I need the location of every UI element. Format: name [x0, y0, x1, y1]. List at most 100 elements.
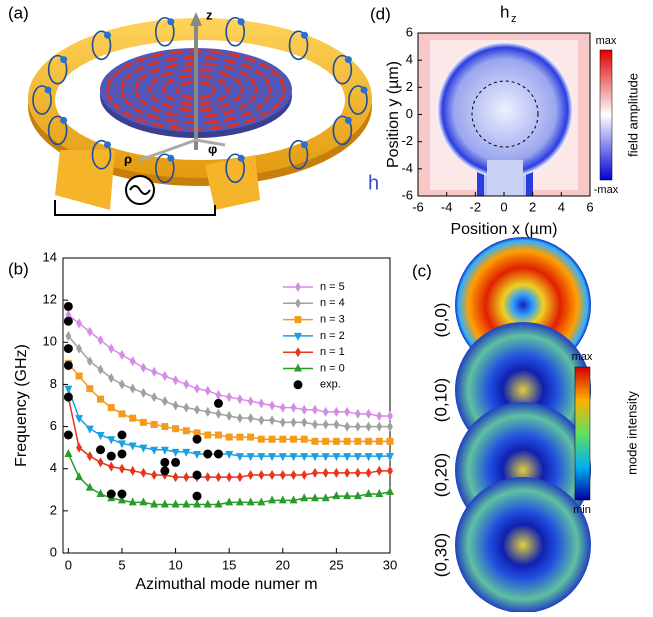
- data-point: [376, 466, 382, 476]
- figure: (a) z ρ φ h (c) (0,0) (0,10) (0,20) (0,3…: [0, 0, 653, 612]
- illustration: [28, 12, 372, 215]
- x-tick-label: -6: [412, 199, 424, 214]
- data-point: [258, 415, 264, 425]
- data-point: [311, 453, 319, 461]
- data-point: [194, 405, 200, 415]
- data-point: [194, 384, 200, 394]
- data-point: [214, 399, 223, 408]
- data-point: [183, 403, 189, 413]
- data-point: [333, 419, 339, 429]
- mode-label: (0,10): [431, 378, 450, 422]
- y-tick-label: 4: [406, 52, 413, 67]
- data-point: [312, 405, 318, 415]
- axis-label: ρ: [124, 151, 132, 166]
- series-line: [68, 363, 390, 441]
- data-point: [312, 419, 318, 429]
- spin: [136, 83, 138, 87]
- data-point: [140, 388, 146, 398]
- legend-marker: [294, 380, 303, 389]
- data-point: [375, 453, 383, 461]
- data-point: [258, 436, 265, 443]
- chart-title-sub: z: [511, 13, 517, 25]
- data-point: [257, 453, 265, 461]
- field-loop-head: [104, 32, 111, 39]
- spin: [122, 83, 123, 87]
- spin: [109, 79, 111, 83]
- legend-label: n = 5: [320, 281, 345, 293]
- data-point: [279, 453, 287, 461]
- data-point: [355, 409, 361, 419]
- x-tick-label: 5: [118, 557, 125, 572]
- field-loop-head: [345, 117, 352, 124]
- legend-marker: [294, 333, 302, 341]
- data-point: [322, 438, 329, 445]
- spin: [206, 121, 216, 122]
- legend-label: n = 4: [320, 297, 345, 309]
- data-point: [280, 417, 286, 427]
- field-label: h: [368, 172, 379, 194]
- legend-label: exp.: [320, 379, 341, 391]
- mode-label: (0,30): [431, 533, 450, 577]
- panel-label: (d): [370, 4, 391, 23]
- data-point: [269, 415, 275, 425]
- y-tick-label: 6: [406, 24, 413, 39]
- x-axis-title: Position x (µm): [450, 221, 557, 238]
- data-point: [87, 327, 93, 337]
- data-point: [247, 453, 255, 461]
- data-point: [87, 451, 93, 461]
- data-point: [291, 403, 297, 413]
- data-point: [343, 491, 351, 499]
- spin: [167, 113, 176, 115]
- data-point: [226, 411, 232, 421]
- data-point: [365, 489, 373, 497]
- spin: [281, 79, 283, 83]
- x-tick-label: 10: [168, 557, 182, 572]
- data-point: [355, 468, 361, 478]
- spin: [109, 96, 111, 100]
- data-point: [226, 472, 232, 482]
- data-point: [140, 363, 146, 373]
- y-tick-label: 6: [50, 418, 57, 433]
- legend-label: n = 1: [320, 346, 345, 358]
- data-point: [117, 490, 126, 499]
- data-point: [140, 468, 146, 478]
- spin: [206, 115, 216, 116]
- data-point: [268, 495, 276, 503]
- data-point: [290, 436, 297, 443]
- data-point: [204, 500, 212, 508]
- spin: [230, 54, 239, 56]
- data-point: [258, 470, 264, 480]
- spin: [153, 54, 162, 56]
- spin: [167, 65, 176, 67]
- data-point: [333, 407, 339, 417]
- data-point: [312, 468, 318, 478]
- data-point: [205, 472, 211, 482]
- data-point: [108, 344, 114, 354]
- data-point: [108, 373, 114, 383]
- data-point: [291, 417, 297, 427]
- data-point: [269, 470, 275, 480]
- data-point: [311, 438, 318, 445]
- field-loop-head: [238, 18, 245, 25]
- data-point: [290, 453, 298, 461]
- colorbar-title: field amplitude: [625, 73, 640, 157]
- legend-marker: [295, 298, 301, 308]
- y-tick-label: 8: [50, 376, 57, 391]
- data-point: [387, 411, 393, 421]
- data-point: [117, 449, 126, 458]
- data-point: [193, 492, 202, 501]
- y-tick-label: 14: [43, 249, 57, 264]
- panel-label: (b): [8, 259, 29, 278]
- data-point: [387, 422, 393, 432]
- data-point: [139, 497, 147, 505]
- data-point: [76, 443, 82, 453]
- data-point: [376, 438, 383, 445]
- x-tick-label: 25: [329, 557, 343, 572]
- data-point: [173, 472, 179, 482]
- data-point: [183, 379, 189, 389]
- data-point: [215, 472, 221, 482]
- mode-label: (0,20): [431, 453, 450, 497]
- y-tick-label: -2: [401, 133, 413, 148]
- field-loop-head: [60, 56, 67, 63]
- data-point: [214, 449, 223, 458]
